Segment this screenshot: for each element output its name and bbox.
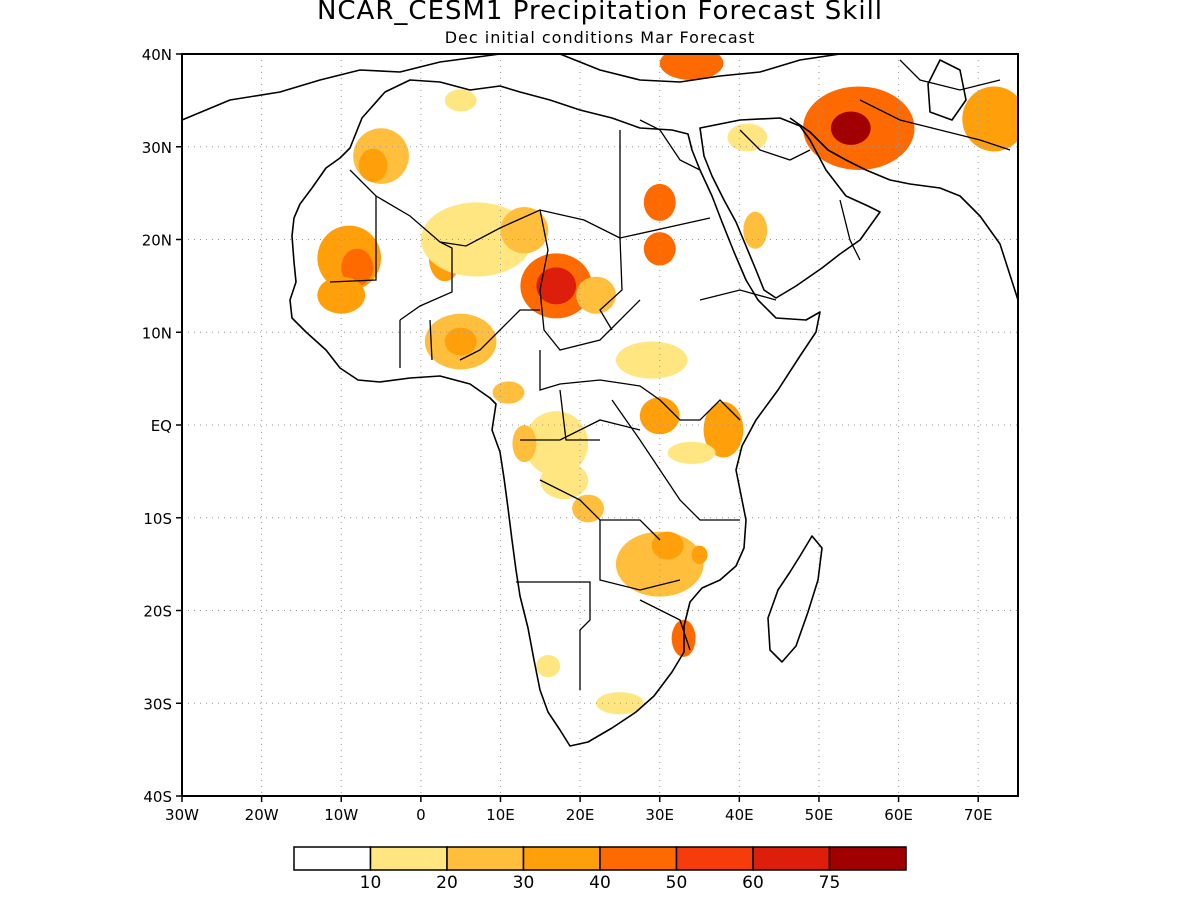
skill-region-32 [962,86,1018,152]
lat-tick-label: EQ [151,417,172,435]
lon-tick-label: 20E [566,806,595,824]
skill-region-16 [492,381,525,404]
skill-region-18 [703,401,744,458]
lat-tick-label: 20S [143,603,172,621]
coastlines [182,54,1018,747]
africa-coastline [289,79,821,747]
lon-tick-label: 30W [165,806,199,824]
lat-tick-label: 10N [142,324,172,342]
colorbar-segment [446,846,525,871]
lon-tick-label: 60E [884,806,913,824]
lon-tick-label: 70E [964,806,993,824]
skill-region-28 [596,692,644,715]
lon-tick-label: 10W [324,806,358,824]
country-borders [329,59,1011,690]
skill-region-11 [444,327,477,356]
lon-tick-label: 20W [245,806,279,824]
colorbar-label: 20 [436,873,458,893]
skill-region-17 [639,397,680,435]
lon-tick-label: 40E [725,806,754,824]
skill-region-36 [444,89,477,112]
madagascar-coastline [767,535,823,663]
skill-region-12 [643,183,676,221]
colorbar: 10 20 30 40 50 60 75 [293,846,907,893]
skill-region-29 [536,655,561,678]
colorbar-segment [752,846,831,871]
colorbar-label: 75 [819,873,841,893]
colorbar-segment [599,846,678,871]
lat-tick-label: 20N [142,232,172,250]
arabia-coastline [699,117,881,299]
lat-tick-label: 40N [142,46,172,64]
skill-region-14 [576,276,616,314]
skill-region-9 [536,267,577,305]
skill-region-35 [743,211,768,249]
lat-tick-label: 30N [142,139,172,157]
skill-region-2 [317,276,366,314]
colorbar-segment [828,846,907,871]
lon-tick-label: 10E [486,806,515,824]
plot-frame [181,53,1019,797]
skill-region-21 [540,462,589,500]
lat-tick-label: 40S [143,788,172,806]
colorbar-label: 30 [513,873,535,893]
colorbar-label: 10 [360,873,382,893]
lon-tick-label: 30E [645,806,674,824]
skill-region-22 [512,425,537,463]
skill-region-33 [659,54,724,80]
lat-tick-label: 30S [143,695,172,713]
skill-region-1 [341,248,374,286]
persian-gulf-coastline [789,117,1018,301]
map-title: NCAR_CESM1 Precipitation Forecast Skill [316,0,884,26]
colorbar-label: 60 [742,873,764,893]
colorbar-segment [522,846,601,871]
skill-region-19 [667,441,716,464]
europe-coastline [182,54,841,121]
caspian-coastline [927,59,967,121]
skill-region-15 [615,341,688,379]
skill-region-4 [358,148,388,182]
skill-region-26 [691,545,708,565]
map-subtitle: Dec initial conditions Mar Forecast [444,28,756,47]
colorbar-label: 40 [589,873,611,893]
colorbar-segment [675,846,754,871]
skill-region-31 [830,111,871,145]
colorbar-segment [369,846,448,871]
skill-region-13 [643,232,676,266]
skill-region-7 [500,207,549,254]
lon-tick-label: 0 [416,806,426,824]
skill-region-20 [524,411,589,477]
colorbar-segment [293,846,372,871]
lat-tick-label: 10S [143,510,172,528]
colorbar-label: 50 [666,873,688,893]
gridlines [182,54,1018,796]
lon-tick-label: 50E [805,806,834,824]
